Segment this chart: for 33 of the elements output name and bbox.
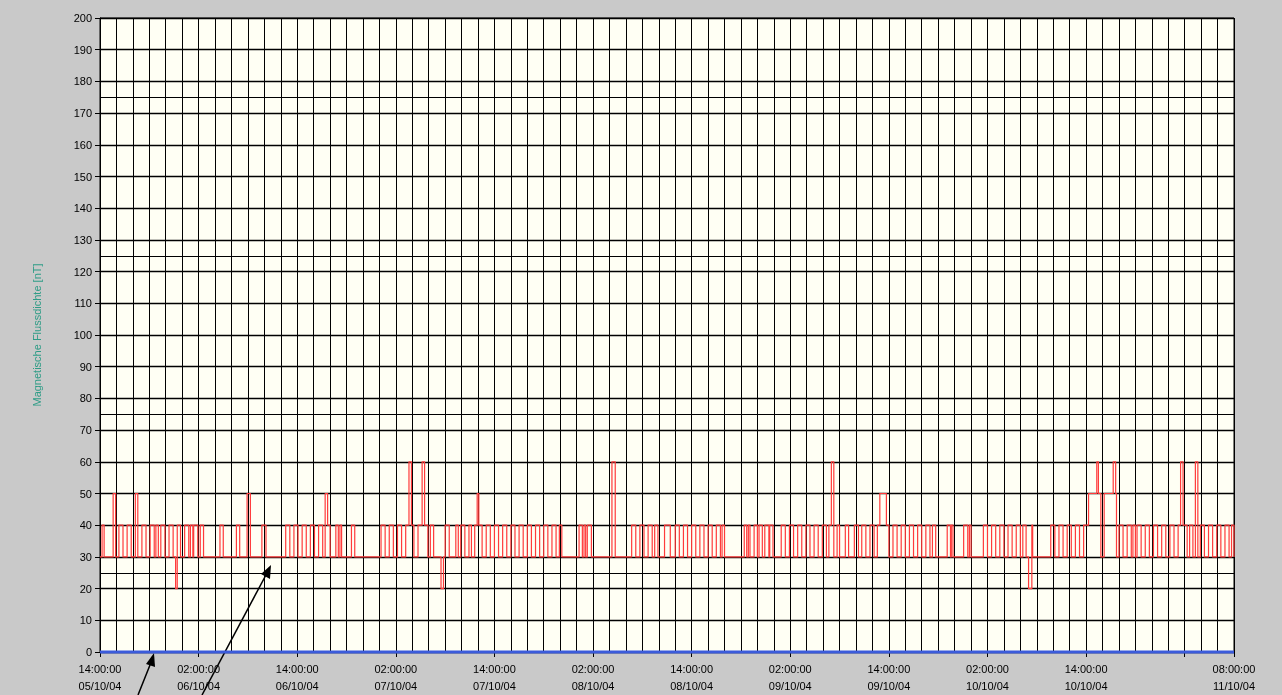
x-tick-label: 14:00:00 09/10/04 [867, 662, 911, 692]
y-tick-label: 30 [79, 550, 92, 563]
x-tick-label: 08:00:00 11/10/04 [1212, 662, 1256, 692]
y-tick-label: 40 [79, 519, 92, 532]
x-tick-label: 02:00:00 07/10/04 [374, 662, 418, 692]
x-tick-label: 02:00:00 10/10/04 [966, 662, 1009, 692]
y-tick-label: 170 [73, 107, 92, 120]
y-tick-label: 180 [73, 75, 92, 88]
y-tick-label: 10 [79, 614, 92, 627]
y-tick-label: 60 [79, 455, 92, 468]
y-tick-label: 70 [79, 424, 92, 437]
x-tick-label: 14:00:00 10/10/04 [1064, 662, 1108, 692]
x-tick-label: 14:00:00 08/10/04 [670, 662, 714, 692]
y-tick-label: 80 [79, 392, 92, 405]
x-tick-label: 02:00:00 09/10/04 [768, 662, 812, 692]
y-tick-label: 100 [73, 329, 92, 341]
x-tick-label: 14:00:00 06/10/04 [275, 662, 319, 692]
y-tick-label: 90 [79, 360, 92, 373]
y-tick-label: 140 [73, 202, 92, 215]
y-tick-label: 50 [79, 487, 92, 500]
y-tick-label: 190 [73, 43, 92, 56]
x-tick-label: 14:00:00 07/10/04 [473, 662, 516, 692]
y-tick-label: 150 [73, 170, 92, 183]
y-tick-label: 160 [73, 138, 92, 151]
x-tick-label: 14:00:00 05/10/04 [78, 662, 122, 692]
y-axis-title: Magnetische Flussdichte [nT] [30, 263, 43, 407]
y-tick-label: 110 [74, 297, 92, 310]
y-tick-label: 130 [73, 233, 92, 246]
y-tick-label: 120 [73, 265, 92, 278]
x-tick-label: 02:00:00 08/10/04 [571, 662, 615, 692]
y-tick-label: 200 [73, 12, 92, 24]
y-tick-label: 0 [85, 646, 92, 658]
y-tick-label: 20 [79, 582, 92, 595]
